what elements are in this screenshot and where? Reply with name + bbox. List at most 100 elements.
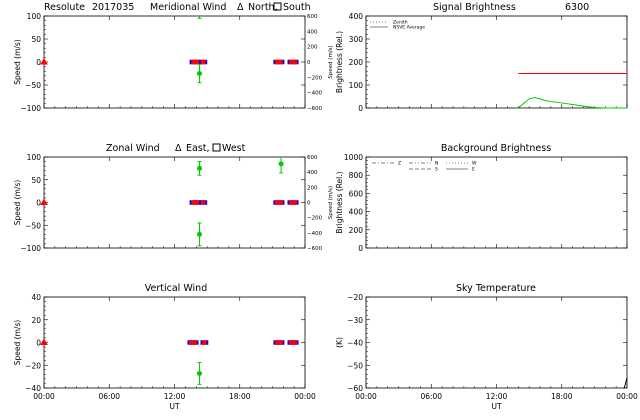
background-ylabel: Brightness (Rel.) [335,171,344,233]
sky-ytick-label: −40 [347,339,363,348]
background-legend-label: Z [398,161,401,167]
station-label: Resolute [44,2,85,13]
background-ytick-label: 1000 [344,153,363,162]
vertical-series-2-square-point [292,340,297,345]
vertical-xtick-label: 12:00 [164,392,186,401]
zonal-ytick-label: 100 [27,153,42,162]
vertical-ytick-label: −40 [25,384,41,393]
background-ytick-label: 0 [358,244,363,253]
background-frame [365,156,628,249]
meridional-ytick-right-label: −400 [307,91,323,97]
sky-ytick-label: −20 [347,293,363,302]
sky-xtick-label: 18:00 [551,392,573,401]
zonal-ytick-right-label: −600 [307,246,323,252]
vertical-xlabel: UT [169,402,179,411]
meridional-square-icon [273,2,282,11]
background-ytick-label: 400 [349,208,364,217]
background-ytick-label: 600 [349,189,364,198]
zonal-series-4-point [197,231,203,237]
signal-series-1-line [517,97,627,109]
zonal-title: Zonal Wind [106,143,160,154]
background-ytick-label: 200 [349,226,364,235]
background-legend-label: E [472,167,475,173]
signal-title: Signal Brightness [433,2,516,13]
meridional-ytick-right-label: 400 [307,29,318,35]
meridional-ytick-right-label: −600 [307,106,323,112]
signal-ytick-label: 100 [349,81,364,90]
zonal-ylabel-right: Speed (m/s) [328,186,334,219]
signal-ytick-label: 300 [349,35,364,44]
zonal-square-icon [212,143,221,152]
zonal-series-0-triangle-point [40,198,48,205]
sky-xtick-label: 00:00 [355,392,377,401]
zonal-ytick-label: −100 [20,244,41,253]
vertical-frame [43,296,306,389]
vertical-xtick-label: 18:00 [229,392,251,401]
zonal-ytick-right-label: 400 [307,170,318,176]
zonal-series-5-point [278,161,284,167]
background-legend-label: W [472,161,477,167]
zonal-series-3-point [197,165,203,171]
zonal-series-2-square-point [278,200,283,205]
wavelength-label: 6300 [565,2,589,13]
meridional-ytick-right-label: −200 [307,75,323,81]
meridional-series-0-triangle-point [40,58,48,65]
meridional-legend-north: North, [248,2,278,13]
meridional-ytick-label: 50 [31,35,41,44]
zonal-ytick-label: 0 [36,199,41,208]
zonal-ytick-right-label: 0 [307,201,311,207]
meridional-series-3-point [197,71,203,76]
zonal-ytick-label: −50 [25,221,41,230]
meridional-ytick-label: 0 [36,58,41,67]
zonal-legend-east: East, [186,143,210,154]
vertical-xtick-label: 06:00 [98,392,120,401]
sky-series-0-line [623,377,628,389]
zonal-series-2-square-point [292,200,297,205]
meridional-series-2-square-point [278,59,283,65]
meridional-series-2-square-point [292,59,297,65]
signal-ytick-label: 200 [349,58,364,67]
background-title: Background Brightness [441,143,551,154]
meridional-legend-south: South [283,2,311,13]
zonal-series-2-square-point [201,200,206,205]
vertical-xtick-label: 00:00 [33,392,55,401]
vertical-series-2-square-point [202,340,207,345]
zonal-ytick-right-label: −400 [307,231,323,237]
signal-ylabel: Brightness (Rel.) [335,31,344,93]
vertical-series-2-square-point [278,340,283,345]
meridional-triangle-icon: Δ [237,2,244,13]
zonal-ytick-right-label: −200 [307,216,323,222]
background-legend-label: N [435,161,438,167]
meridional-frame [43,15,306,109]
vertical-ytick-label: 20 [31,316,41,325]
sky-ylabel: (K) [335,337,344,348]
zonal-ytick-right-label: 200 [307,185,318,191]
sky-xtick-label: 06:00 [420,392,442,401]
background-ytick-label: 800 [349,171,364,180]
meridional-ytick-label: 100 [27,12,42,21]
sky-ytick-label: −60 [347,384,363,393]
zonal-legend-west: West [222,143,246,154]
signal-legend-label: Zenith [393,20,408,26]
vertical-title: Vertical Wind [145,283,207,294]
zonal-ylabel: Speed (m/s) [13,180,22,226]
vertical-ytick-label: 0 [36,339,41,348]
vertical-ytick-label: 40 [31,293,41,302]
meridional-ytick-right-label: 200 [307,45,318,51]
sky-frame [365,296,628,389]
meridional-ylabel: Speed (m/s) [13,39,22,85]
sky-xtick-label: 12:00 [486,392,508,401]
meridional-ytick-right-label: 600 [307,14,318,20]
meridional-ytick-label: −100 [20,104,41,113]
sky-ytick-label: −30 [347,316,363,325]
zonal-ytick-label: 50 [31,176,41,185]
zonal-frame [43,156,306,249]
signal-ytick-label: 400 [349,12,364,21]
sky-xtick-label: 00:00 [616,392,638,401]
zonal-triangle-icon: Δ [175,143,182,154]
meridional-ytick-right-label: 0 [307,60,311,66]
vertical-series-2-square-point [192,340,197,345]
meridional-series-2-square-point [201,59,206,65]
plot-layer: 100500−50−1006004002000−200−400−600Speed… [13,12,638,411]
sky-xlabel: UT [491,402,501,411]
